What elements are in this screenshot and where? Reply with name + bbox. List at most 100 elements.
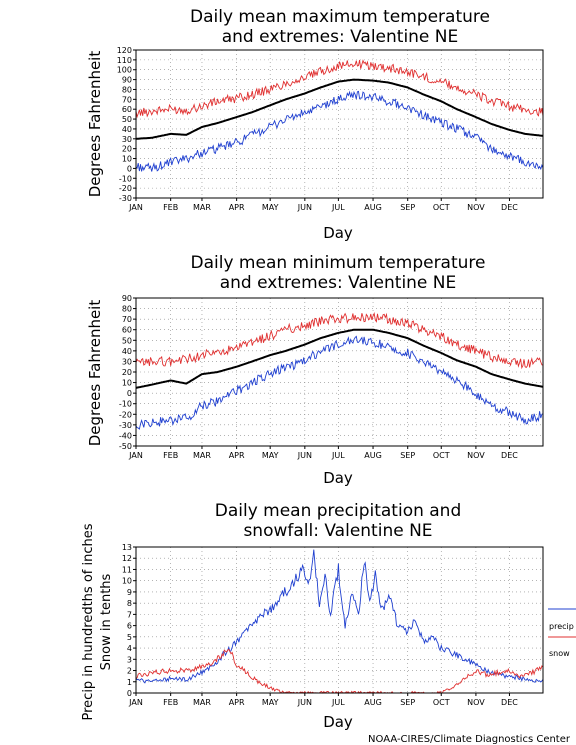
y-tick-label: 8	[127, 599, 132, 608]
series-line-max	[135, 59, 544, 119]
x-tick-label: AUG	[364, 203, 382, 212]
footer-credit: NOAA-CIRES/Climate Diagnostics Center	[368, 734, 571, 745]
y-tick-label: 30	[122, 357, 132, 366]
x-tick-label: NOV	[467, 203, 485, 212]
series-line-min	[135, 335, 544, 430]
y-tick-label: 2	[127, 667, 132, 676]
y-axis-label-line-2: Snow in tenths	[99, 573, 114, 670]
x-tick-label: JUN	[297, 451, 312, 460]
x-tick-label: JUN	[297, 203, 312, 212]
y-tick-label: -20	[119, 184, 132, 193]
y-axis-label: Degrees Fahrenheit	[86, 51, 104, 198]
x-tick-label: FEB	[163, 698, 178, 707]
plot-frame	[135, 49, 544, 199]
x-tick-label: AUG	[364, 698, 382, 707]
x-tick-label: MAR	[193, 203, 211, 212]
y-axis-label-line-1: Precip in hundredths of inches	[81, 523, 96, 720]
x-tick-label: MAR	[193, 451, 211, 460]
y-tick-label: -30	[119, 194, 132, 203]
x-tick-label: SEP	[400, 698, 415, 707]
x-tick-label: MAR	[193, 698, 211, 707]
series-line-max	[135, 312, 544, 370]
x-axis-label: Day	[323, 224, 353, 242]
x-tick-label: AUG	[364, 451, 382, 460]
x-axis-label: Day	[323, 469, 353, 487]
y-tick-label: 80	[122, 305, 132, 314]
y-tick-label: 90	[122, 294, 132, 303]
y-tick-label: 12	[122, 554, 132, 563]
chart-title-line-1: Daily mean precipitation and	[215, 501, 462, 521]
x-tick-label: JAN	[128, 698, 143, 707]
max-temperature-chart: Daily mean maximum temperature and extre…	[86, 7, 544, 242]
y-tick-label: 70	[122, 315, 132, 324]
x-tick-label: DEC	[501, 698, 518, 707]
x-tick-label: MAY	[262, 203, 279, 212]
y-tick-label: 10	[122, 379, 132, 388]
y-tick-label: -10	[119, 400, 132, 409]
x-tick-label: MAY	[262, 698, 279, 707]
chart-title-line-1: Daily mean minimum temperature	[191, 253, 486, 273]
y-tick-label: -30	[119, 421, 132, 430]
series-line-mean	[135, 328, 544, 389]
x-tick-label: JAN	[128, 451, 143, 460]
x-tick-label: JUL	[331, 698, 345, 707]
x-tick-label: SEP	[400, 451, 415, 460]
y-tick-label: 0	[127, 164, 132, 173]
y-tick-label: 30	[122, 135, 132, 144]
x-tick-label: APR	[229, 698, 245, 707]
x-tick-label: NOV	[467, 451, 485, 460]
y-tick-label: 40	[122, 347, 132, 356]
min-temperature-chart: Daily mean minimum temperature and extre…	[86, 253, 544, 487]
series-line-min	[135, 90, 544, 172]
y-tick-label: 90	[122, 76, 132, 85]
x-tick-label: DEC	[501, 451, 518, 460]
y-tick-label: 0	[127, 389, 132, 398]
y-tick-label: 9	[127, 588, 132, 597]
x-tick-label: JUL	[331, 203, 345, 212]
y-tick-label: 50	[122, 115, 132, 124]
y-tick-label: 10	[122, 577, 132, 586]
plot-frame	[135, 297, 544, 447]
y-tick-label: 1	[127, 678, 132, 687]
x-tick-label: DEC	[501, 203, 518, 212]
x-tick-label: FEB	[163, 203, 178, 212]
x-tick-label: SEP	[400, 203, 415, 212]
y-tick-label: -10	[119, 174, 132, 183]
y-tick-label: 50	[122, 336, 132, 345]
x-tick-label: OCT	[433, 451, 450, 460]
y-tick-label: 20	[122, 368, 132, 377]
legend-precip-label: precip	[549, 622, 574, 631]
x-tick-label: MAY	[262, 451, 279, 460]
x-tick-label: OCT	[433, 203, 450, 212]
y-tick-label: 7	[127, 610, 132, 619]
series-line-precip	[135, 549, 544, 684]
y-tick-label: 40	[122, 125, 132, 134]
y-tick-label: 60	[122, 105, 132, 114]
x-tick-label: JAN	[128, 203, 143, 212]
y-tick-label: -20	[119, 410, 132, 419]
chart-title-line-2: snowfall: Valentine NE	[243, 521, 432, 541]
x-tick-label: OCT	[433, 698, 450, 707]
y-tick-label: 60	[122, 326, 132, 335]
series-line-snow	[135, 648, 544, 694]
chart-title-line-2: and extremes: Valentine NE	[222, 27, 459, 47]
y-tick-label: -50	[119, 442, 132, 451]
x-axis-label: Day	[323, 713, 353, 731]
y-tick-label: 20	[122, 145, 132, 154]
chart-title-line-1: Daily mean maximum temperature	[190, 7, 490, 27]
y-tick-label: 13	[122, 543, 132, 552]
y-tick-label: 110	[117, 56, 132, 65]
y-tick-label: 3	[127, 655, 132, 664]
precipitation-chart: Daily mean precipitation and snowfall: V…	[81, 501, 576, 731]
y-tick-label: 120	[117, 46, 132, 55]
y-tick-label: 70	[122, 95, 132, 104]
y-tick-label: 0	[127, 689, 132, 698]
legend-snow-label: snow	[549, 649, 570, 658]
y-tick-label: -40	[119, 431, 132, 440]
y-tick-label: 4	[127, 644, 132, 653]
x-tick-label: FEB	[163, 451, 178, 460]
y-tick-label: 100	[117, 66, 132, 75]
x-tick-label: APR	[229, 451, 245, 460]
x-tick-label: NOV	[467, 698, 485, 707]
